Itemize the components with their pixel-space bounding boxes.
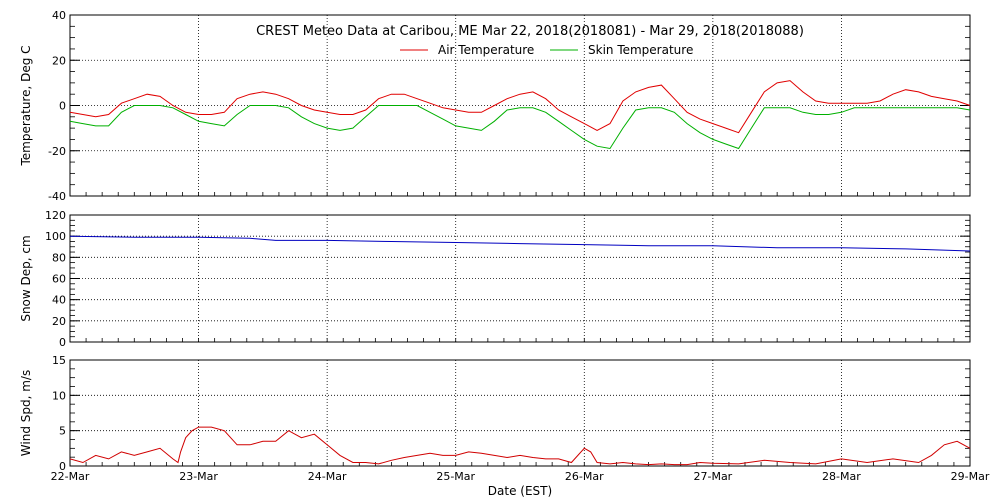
- y-tick-label: 5: [59, 425, 66, 438]
- y-tick-label: 0: [59, 460, 66, 473]
- x-tick-label: 24-Mar: [308, 470, 347, 483]
- x-tick-label: 23-Mar: [179, 470, 218, 483]
- y-tick-label: 80: [52, 251, 66, 264]
- y-tick-label: 40: [52, 294, 66, 307]
- x-tick-label: 27-Mar: [693, 470, 732, 483]
- y-tick-label: -40: [48, 190, 66, 203]
- y-axis-title: Temperature, Deg C: [19, 45, 33, 166]
- series-line-skin: [69, 105, 971, 150]
- y-tick-label: -20: [48, 145, 66, 158]
- x-tick-label: 26-Mar: [565, 470, 604, 483]
- x-axis-title: Date (EST): [488, 484, 552, 498]
- y-axis-title: Snow Dep, cm: [19, 235, 33, 321]
- x-tick-label: 29-Mar: [951, 470, 990, 483]
- y-tick-label: 20: [52, 54, 66, 67]
- y-tick-label: 100: [45, 230, 66, 243]
- y-tick-label: 10: [52, 389, 66, 402]
- panel-wind-speed: 0 5 10 15 Wind Spd, m/s: [19, 354, 971, 473]
- y-tick-label: 60: [52, 273, 66, 286]
- legend: Air Temperature Skin Temperature: [400, 43, 693, 57]
- panel-temperature: -40 -20 0 20 40 Temperature, Deg C: [19, 9, 971, 203]
- panel-snow-depth: 0 20 40 60 80 100 120 Snow Dep, cm: [19, 209, 971, 349]
- series-line-wind: [69, 426, 971, 466]
- legend-label-skin: Skin Temperature: [588, 43, 693, 57]
- legend-label-air: Air Temperature: [438, 43, 534, 57]
- series-line-snow: [69, 235, 971, 252]
- x-tick-label: 25-Mar: [436, 470, 475, 483]
- y-tick-label: 0: [59, 336, 66, 349]
- y-tick-label: 40: [52, 9, 66, 22]
- y-axis-title: Wind Spd, m/s: [19, 370, 33, 456]
- y-tick-label: 120: [45, 209, 66, 222]
- series-line-air: [69, 80, 971, 134]
- x-axis-labels: 22-Mar 23-Mar 24-Mar 25-Mar 26-Mar 27-Mar 28-M…: [51, 470, 990, 483]
- y-tick-label: 20: [52, 315, 66, 328]
- plot-frame: [69, 359, 971, 467]
- y-tick-label: 15: [52, 354, 66, 367]
- chart-title: CREST Meteo Data at Caribou, ME Mar 22, …: [256, 24, 804, 39]
- x-tick-label: 22-Mar: [51, 470, 90, 483]
- y-tick-label: 0: [59, 100, 66, 113]
- x-tick-label: 28-Mar: [822, 470, 861, 483]
